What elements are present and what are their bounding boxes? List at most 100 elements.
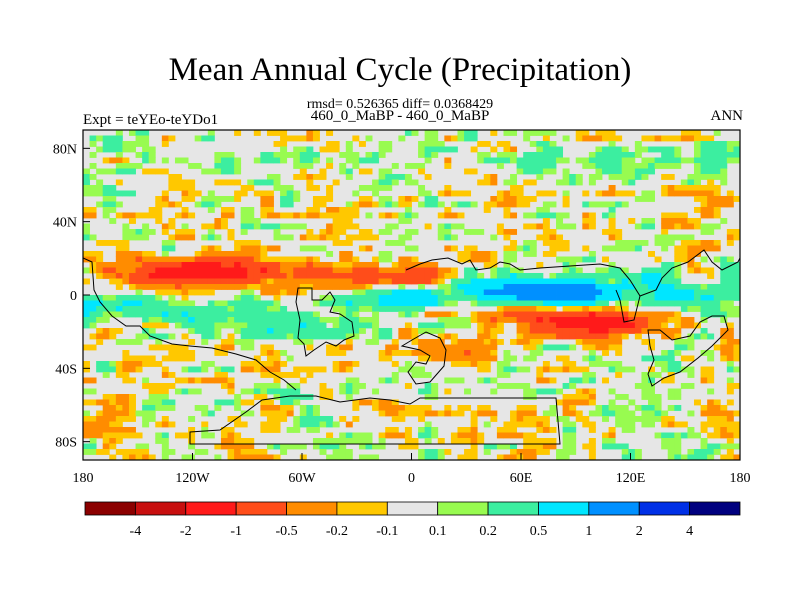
field-cell: [372, 339, 380, 345]
field-cell: [227, 234, 235, 241]
field-cell: [168, 245, 176, 252]
field-cell: [214, 344, 222, 351]
field-cell: [562, 394, 570, 400]
field-cell: [174, 432, 182, 439]
field-cell: [83, 410, 90, 417]
field-cell: [496, 300, 504, 307]
field-cell: [266, 190, 274, 197]
field-cell: [142, 383, 150, 389]
field-cell: [312, 196, 320, 202]
field-cells: [83, 130, 747, 460]
field-cell: [220, 223, 228, 230]
field-cell: [733, 383, 740, 389]
field-cell: [326, 229, 334, 235]
field-cell: [700, 229, 708, 235]
field-cell: [332, 317, 340, 323]
field-cell: [115, 168, 123, 175]
field-cell: [470, 256, 478, 263]
field-cell: [674, 251, 682, 257]
field-cell: [470, 135, 478, 142]
field-cell: [148, 273, 156, 279]
field-cell: [391, 278, 399, 285]
field-cell: [148, 322, 156, 329]
field-cell: [556, 355, 564, 362]
field-cell: [358, 262, 366, 268]
field-cell: [234, 245, 242, 252]
field-cell: [260, 410, 268, 417]
field-cell: [128, 273, 136, 279]
field-cell: [345, 366, 353, 373]
field-cell: [181, 223, 189, 230]
land-outline: [83, 249, 740, 445]
field-cell: [155, 344, 163, 351]
field-cell: [266, 388, 274, 395]
y-tick-label: 80N: [53, 142, 77, 157]
field-cell: [720, 196, 728, 202]
field-cell: [490, 234, 498, 241]
field-cell: [694, 306, 701, 312]
field-cell: [503, 432, 511, 439]
field-cell: [569, 262, 577, 268]
field-cell: [83, 168, 90, 175]
field-cell: [299, 245, 307, 252]
field-cell: [312, 262, 320, 268]
field-cell: [680, 157, 688, 164]
field-cell: [437, 454, 445, 460]
field-cell: [155, 339, 163, 345]
field-cell: [457, 344, 465, 351]
field-cell: [155, 218, 163, 224]
field-cell: [109, 454, 117, 460]
field-cell: [378, 328, 386, 334]
field-cell: [720, 163, 728, 169]
field-cell: [595, 322, 603, 329]
field-cell: [444, 295, 452, 301]
field-cell: [312, 438, 320, 444]
field-cell: [122, 416, 130, 422]
field-cell: [496, 328, 504, 334]
field-cell: [621, 146, 629, 153]
field-cell: [83, 295, 90, 301]
field-cell: [720, 168, 728, 175]
field-cell: [503, 234, 511, 241]
field-cell: [628, 421, 636, 428]
field-cell: [648, 355, 655, 362]
field-cell: [122, 306, 130, 312]
field-cell: [674, 421, 682, 428]
field-cell: [109, 207, 117, 213]
field-cell: [319, 333, 327, 340]
field-cell: [378, 278, 386, 285]
field-cell: [523, 339, 531, 345]
field-cell: [161, 394, 169, 400]
field-cell: [89, 311, 97, 318]
field-cell: [148, 355, 156, 362]
field-cell: [542, 366, 550, 373]
field-cell: [266, 174, 274, 180]
field-cell: [615, 267, 623, 274]
field-cell: [214, 163, 222, 169]
field-cell: [299, 174, 307, 180]
field-cell: [332, 443, 340, 450]
field-cell: [188, 306, 196, 312]
field-cell: [142, 212, 150, 219]
field-cell: [332, 212, 340, 219]
field-cell: [365, 168, 373, 175]
field-cell: [326, 388, 334, 395]
field-cell: [740, 295, 747, 301]
field-cell: [385, 350, 393, 356]
field-cell: [523, 344, 531, 351]
field-cell: [286, 311, 294, 318]
field-cell: [582, 300, 590, 307]
field-cell: [306, 339, 314, 345]
field-cell: [253, 300, 261, 307]
field-cell: [234, 278, 242, 285]
field-cell: [667, 223, 675, 230]
field-cell: [260, 311, 268, 318]
field-cell: [687, 240, 695, 246]
field-cell: [523, 394, 531, 400]
field-cell: [588, 427, 596, 433]
field-cell: [280, 333, 288, 340]
field-cell: [299, 443, 307, 450]
field-cell: [510, 311, 518, 318]
field-cell: [713, 410, 721, 417]
field-cell: [142, 267, 150, 274]
